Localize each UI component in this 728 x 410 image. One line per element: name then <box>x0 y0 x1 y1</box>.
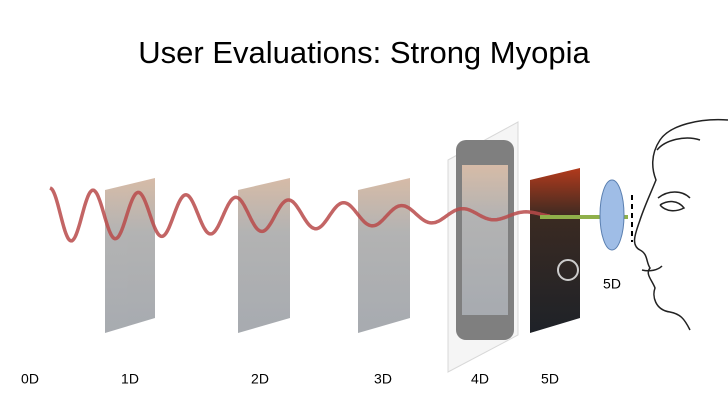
lens-label: 5D <box>603 276 621 292</box>
phone-2d <box>238 178 290 333</box>
diopter-label: 0D <box>21 371 39 387</box>
phone-1d <box>105 178 155 333</box>
diopter-label: 1D <box>121 371 139 387</box>
wave <box>49 186 551 243</box>
diopter-label: 2D <box>251 371 269 387</box>
face <box>633 118 728 331</box>
diopter-label: 4D <box>471 371 489 387</box>
dial <box>557 259 579 281</box>
phone-5d <box>530 168 580 333</box>
slide-title: User Evaluations: Strong Myopia <box>138 35 590 70</box>
phone-4d-screen <box>462 165 508 315</box>
lens <box>599 179 625 251</box>
phone-panels <box>105 121 519 373</box>
labels: 0D 1D 2D 3D 4D 5D 5D <box>21 276 621 387</box>
diopter-label: 3D <box>374 371 392 387</box>
diopter-label: 5D <box>541 371 559 387</box>
phone-3d <box>358 178 410 333</box>
